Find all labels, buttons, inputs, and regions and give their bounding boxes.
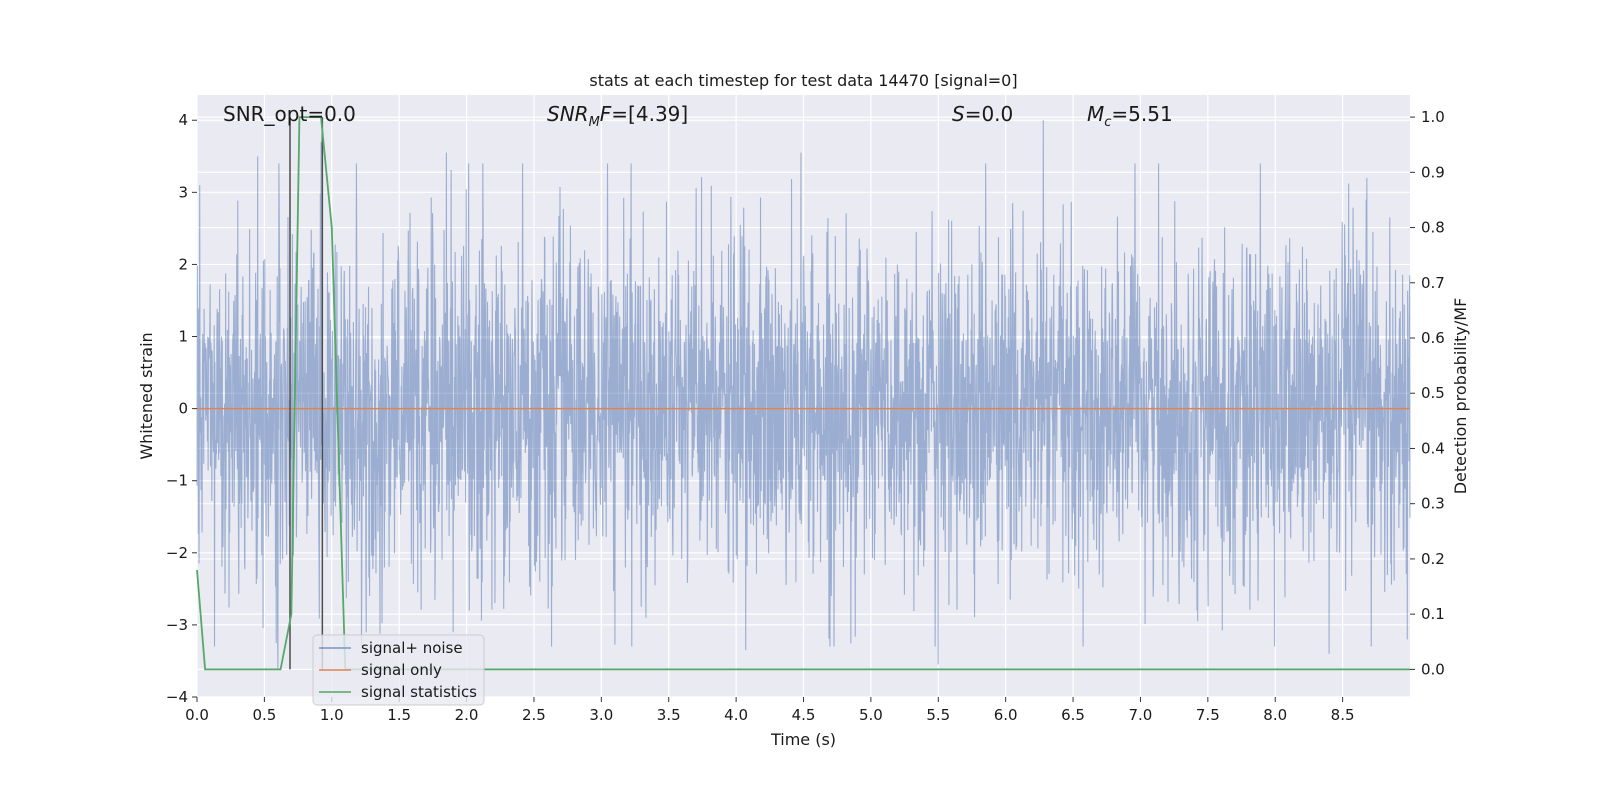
x-tick-label: 5.0 [859, 706, 883, 724]
annotation-mc-value: =5.51 [1111, 102, 1172, 126]
x-axis-label: Time (s) [770, 730, 836, 749]
y2-axis-label: Detection probability/MF [1451, 298, 1470, 495]
annotation-s-symbol: S [952, 102, 965, 126]
legend-box [312, 634, 485, 706]
x-tick-label: 5.5 [926, 706, 950, 724]
legend-label: signal+ noise [361, 639, 463, 657]
x-tick-label: 8.0 [1263, 706, 1287, 724]
y-tick-label: 2 [178, 255, 188, 273]
x-tick-label: 7.0 [1129, 706, 1153, 724]
y2-tick-label: 0.9 [1421, 163, 1445, 181]
y2-tick-label: 0.8 [1421, 219, 1445, 237]
y2-tick-label: 0.1 [1421, 605, 1445, 623]
y-tick-label: 1 [178, 328, 188, 346]
annotation-snr-mf-f: F [600, 102, 612, 126]
x-tick-label: 3.5 [657, 706, 681, 724]
annotation-snr-mf-base: SNR [547, 102, 589, 126]
x-tick-label: 8.5 [1331, 706, 1355, 724]
x-tick-label: 3.0 [589, 706, 613, 724]
y-tick-label: −4 [166, 688, 188, 706]
annotation-mc-symbol: M [1087, 102, 1104, 126]
y2-tick-label: 1.0 [1421, 108, 1445, 126]
x-tick-label: 1.5 [387, 706, 411, 724]
chart-title: stats at each timestep for test data 144… [589, 71, 1017, 90]
x-tick-label: 4.5 [792, 706, 816, 724]
y-axis-label: Whitened strain [137, 332, 156, 459]
x-tick-label: 6.0 [994, 706, 1018, 724]
y-tick-label: 0 [178, 400, 188, 418]
y2-tick-label: 0.3 [1421, 495, 1445, 513]
x-tick-label: 0.0 [185, 706, 209, 724]
x-tick-label: 0.5 [252, 706, 276, 724]
vertical-markers [289, 117, 324, 670]
annotation-snr-opt: SNR_opt=0.0 [223, 102, 356, 126]
annotation-snr-mf: SNRMF=[4.39] [547, 102, 688, 130]
annotation-s: S=0.0 [952, 102, 1013, 126]
annotation-snr-mf-sub: M [589, 115, 600, 130]
signal-noise-line [196, 120, 1411, 669]
annotation-mc-sub: c [1104, 115, 1111, 130]
annotation-s-value: =0.0 [965, 102, 1014, 126]
y2-tick-label: 0.0 [1421, 660, 1445, 678]
y-tick-label: 4 [178, 111, 188, 129]
y-tick-label: −2 [166, 544, 188, 562]
legend-label: signal only [361, 661, 442, 679]
y2-tick-label: 0.2 [1421, 550, 1445, 568]
x-tick-label: 6.5 [1061, 706, 1085, 724]
signal-noise-series [196, 120, 1411, 669]
x-tick-label: 1.0 [320, 706, 344, 724]
annotation-mc: Mc=5.51 [1087, 102, 1173, 130]
x-tick-label: 7.5 [1196, 706, 1220, 724]
x-tick-label: 2.5 [522, 706, 546, 724]
x-tick-label: 4.0 [724, 706, 748, 724]
legend-label: signal statistics [361, 683, 477, 701]
y-tick-label: −3 [166, 616, 188, 634]
y-tick-label: −1 [166, 472, 188, 490]
y2-tick-label: 0.6 [1421, 329, 1445, 347]
legend: signal+ noise signal only signal statistic… [312, 634, 485, 706]
x-tick-label: 2.0 [455, 706, 479, 724]
ticks: 0.0 0.5 1.0 1.5 2.0 2.5 3.0 3.5 4.0 4.5 5.0 5.5 6.0 6… [166, 108, 1445, 724]
y2-tick-label: 0.5 [1421, 384, 1445, 402]
y2-tick-label: 0.4 [1421, 439, 1445, 457]
annotation-snr-mf-value: =[4.39] [611, 102, 688, 126]
y2-tick-label: 0.7 [1421, 274, 1445, 292]
y-tick-label: 3 [178, 183, 188, 201]
